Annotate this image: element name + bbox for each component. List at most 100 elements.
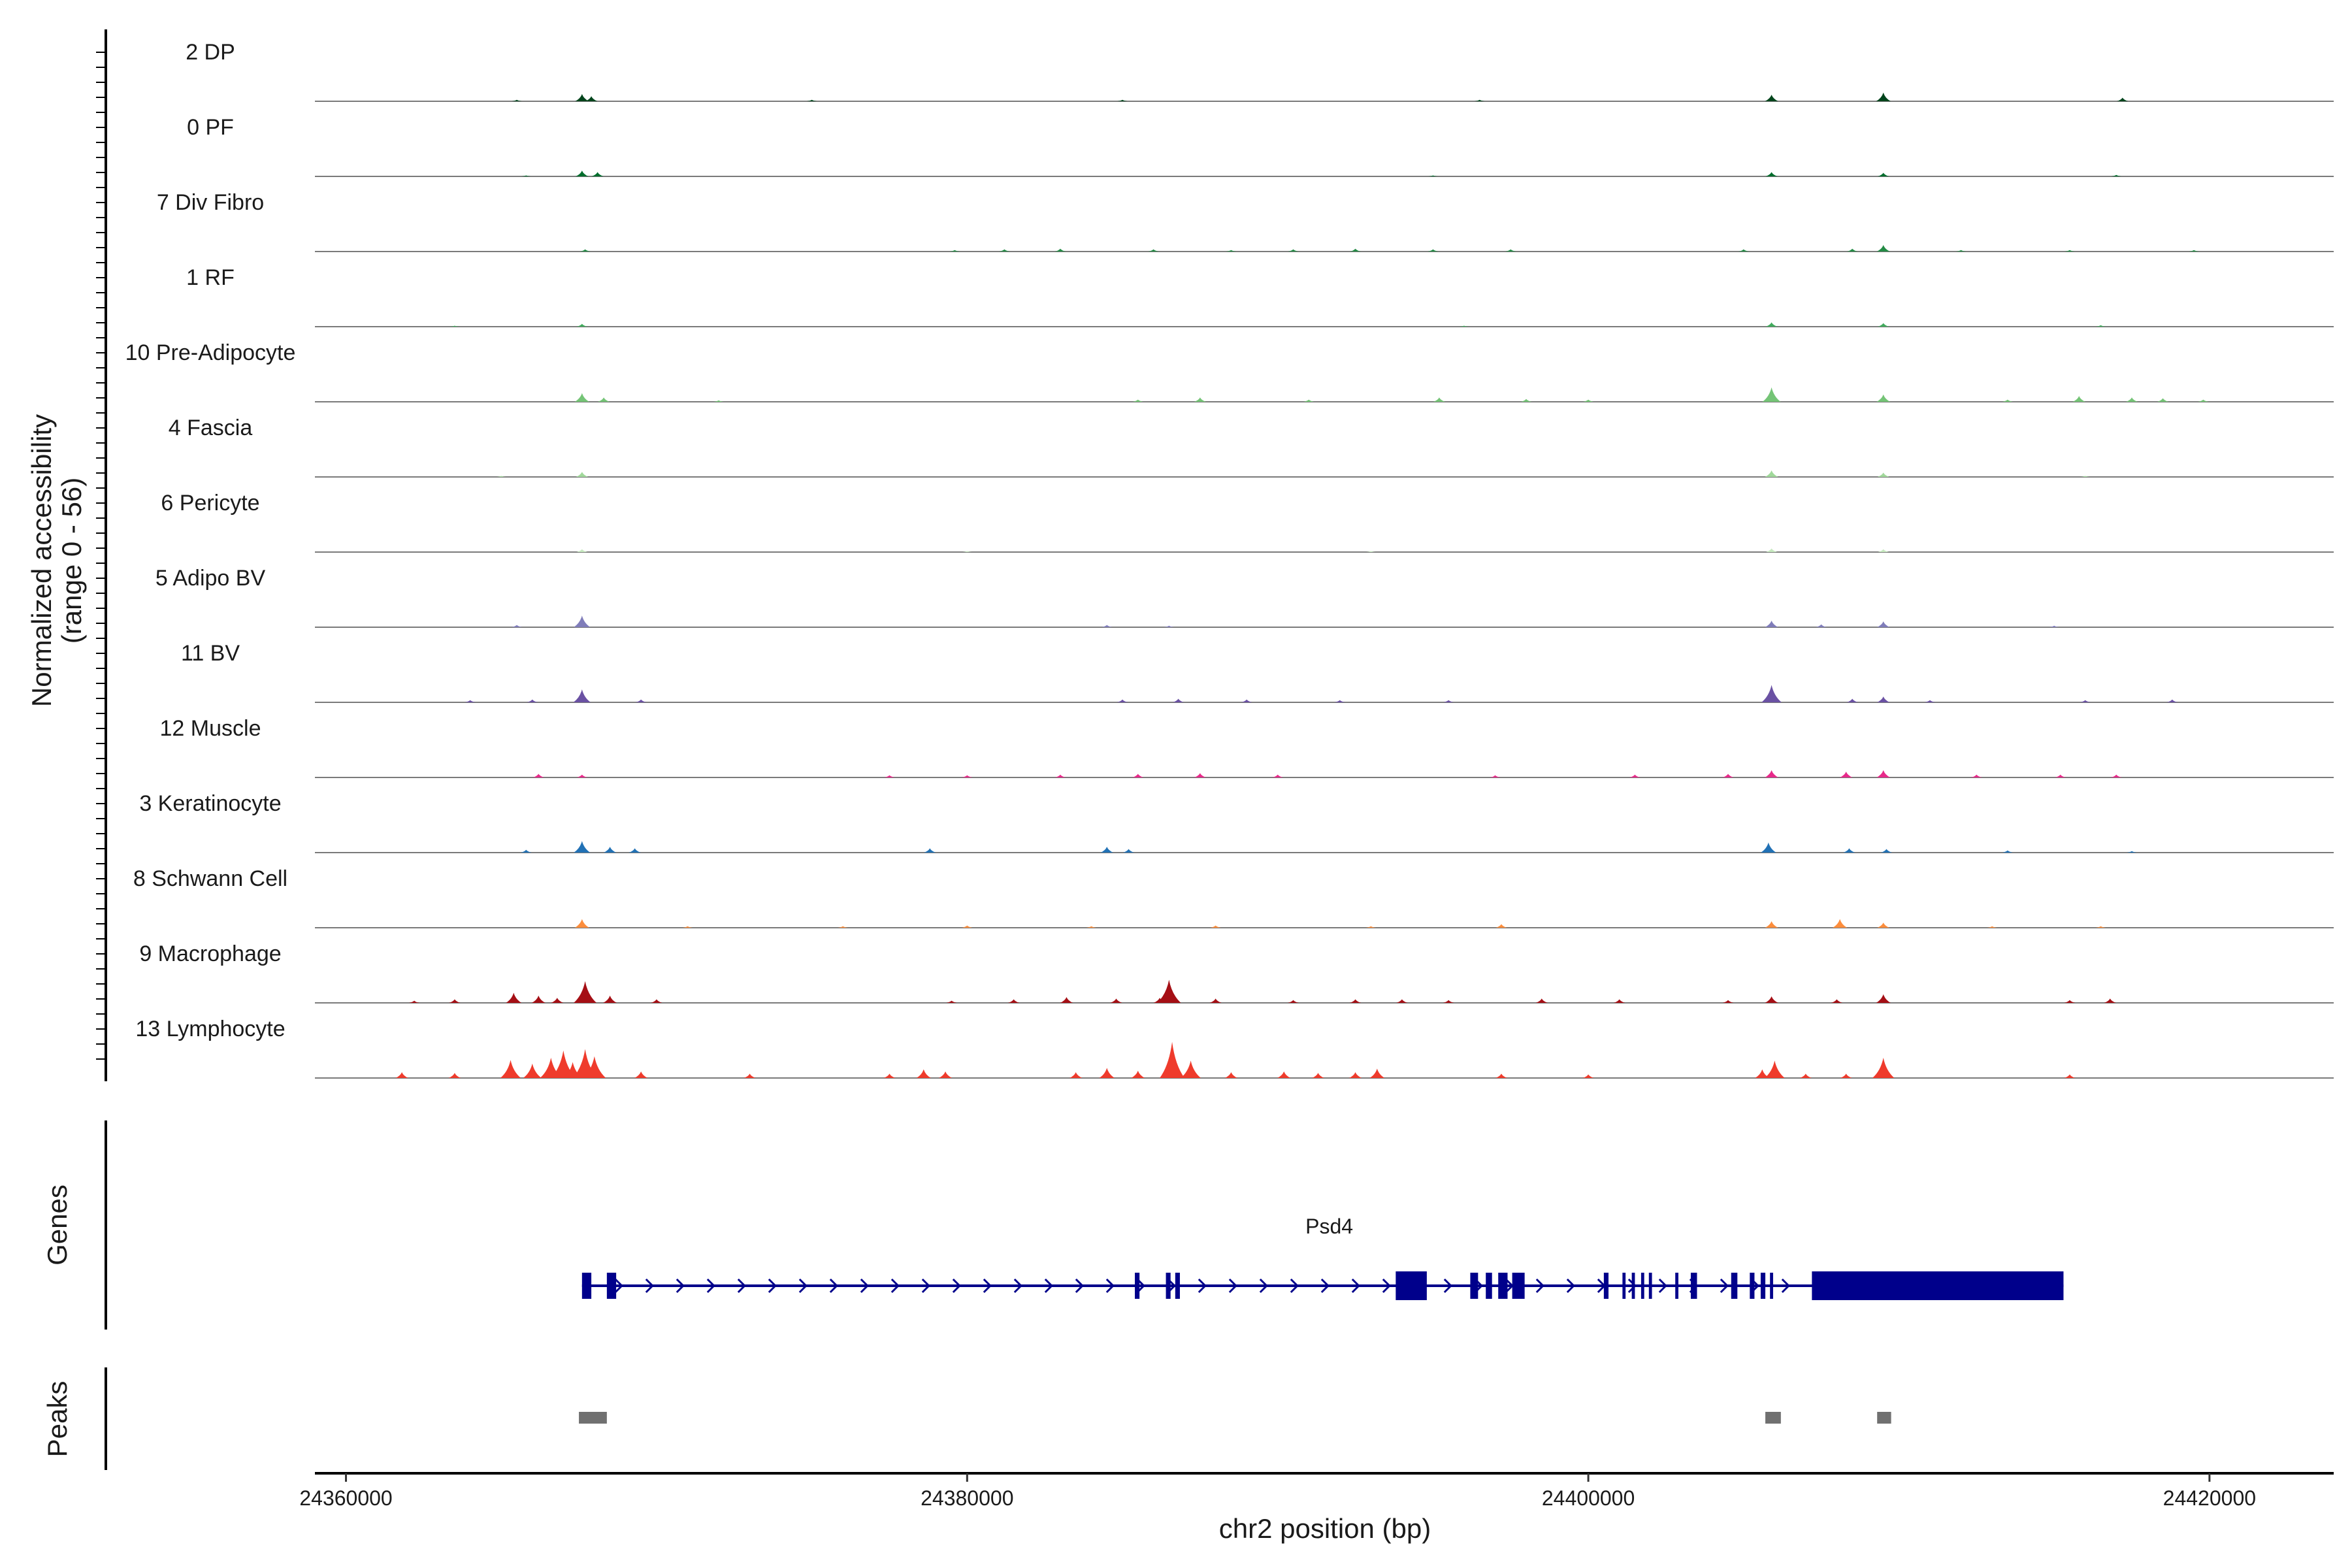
coverage-peak (1738, 249, 1749, 252)
x-axis-title: chr2 position (bp) (1219, 1513, 1431, 1544)
coverage-peak (1924, 700, 1936, 702)
coverage-peak (1209, 998, 1222, 1003)
coverage-peak (1349, 999, 1362, 1003)
coverage-peak (1102, 625, 1113, 627)
coverage-peak (1765, 621, 1778, 627)
x-tick-label: 24380000 (921, 1486, 1013, 1510)
coverage-peak (2080, 700, 2091, 702)
coverage-peak (1764, 1060, 1785, 1078)
strand-arrow (921, 1278, 930, 1294)
gene-exon (606, 1273, 617, 1299)
coverage-peak (2065, 250, 2075, 252)
coverage-peak (1157, 979, 1181, 1003)
coverage-peak (2127, 851, 2137, 853)
coverage-peak (1117, 699, 1128, 702)
track-label: 5 Adipo BV (155, 566, 266, 591)
coverage-peak (1226, 250, 1237, 252)
coverage-peak (1334, 700, 1345, 702)
gene-exon (1470, 1273, 1478, 1299)
strand-arrow (1627, 1278, 1637, 1294)
strand-arrow (1382, 1278, 1391, 1294)
coverage-peak (938, 1071, 953, 1078)
coverage-peak (1765, 172, 1778, 176)
coverage-peak (449, 325, 460, 327)
track-11: 3 Keratinocyte (139, 791, 2334, 853)
coverage-peak (1816, 624, 1827, 627)
gene-track (581, 1271, 2064, 1300)
coverage-peak (1131, 1070, 1145, 1078)
gene-exon (1760, 1273, 1766, 1299)
coverage-peak (1160, 1041, 1185, 1078)
coverage-peak (682, 926, 693, 928)
coverage-peak (949, 250, 960, 252)
coverage-peak (1846, 248, 1858, 252)
strand-arrow (1044, 1278, 1053, 1294)
coverage-peak (1876, 394, 1891, 402)
coverage-peak (1459, 325, 1469, 327)
coverage-peak (1433, 397, 1445, 402)
coverage-peak (576, 323, 588, 327)
coverage-peak (1365, 926, 1377, 928)
coverage-peak (532, 774, 545, 777)
coverage-peak (924, 848, 936, 853)
x-tick-label: 24400000 (1542, 1486, 1635, 1510)
coverage-peak (1060, 997, 1073, 1003)
coverage-peak (1210, 925, 1221, 928)
coverage-peak (1761, 685, 1782, 702)
coverage-peak (916, 1069, 931, 1078)
gene-exon (1641, 1273, 1644, 1299)
track-label: 4 Fascia (169, 416, 253, 440)
gene-exon (1175, 1273, 1180, 1299)
coverage-peak (1765, 322, 1778, 327)
coverage-peak (2002, 850, 2013, 853)
coverage-peak (1428, 175, 1438, 176)
coverage-peak (1132, 774, 1144, 777)
coverage-peak (573, 689, 591, 702)
coverage-peak (1288, 1000, 1299, 1003)
coverage-peak (946, 1000, 957, 1003)
x-tick-label: 24360000 (299, 1486, 392, 1510)
coverage-peak (1760, 842, 1776, 853)
strand-arrow (737, 1278, 746, 1294)
coverage-peak (634, 1071, 648, 1078)
coverage-peak (962, 775, 973, 777)
coverage-peak (574, 393, 590, 402)
gene-exon (1603, 1273, 1609, 1299)
coverage-peak (1876, 245, 1890, 252)
gene-exon (1135, 1273, 1140, 1299)
coverage-peak (1194, 773, 1206, 777)
coverage-peak (2049, 625, 2059, 627)
strand-arrow (890, 1278, 900, 1294)
coverage-peak (1148, 249, 1159, 252)
coverage-peak (1582, 1074, 1594, 1078)
track-label: 2 DP (186, 40, 235, 65)
coverage-peak (576, 472, 589, 477)
coverage-peak (511, 625, 523, 627)
coverage-peak (2125, 397, 2138, 402)
strand-arrow (1535, 1278, 1544, 1294)
strand-arrow (1259, 1278, 1268, 1294)
strand-arrow (645, 1278, 654, 1294)
coverage-peak (2064, 1000, 2076, 1003)
strand-arrow (1105, 1278, 1115, 1294)
coverage-peak (1495, 924, 1507, 928)
coverage-peak (1303, 399, 1315, 402)
gene-exon (1750, 1273, 1755, 1299)
coverage-peak (506, 992, 522, 1003)
gene-exon (1648, 1273, 1652, 1299)
coverage-peak (1312, 1073, 1324, 1078)
coverage-peak (1535, 998, 1548, 1003)
gene-exon (1770, 1273, 1773, 1299)
strand-arrow (1290, 1278, 1299, 1294)
peak-region (1877, 1412, 1891, 1424)
genes-axis-title: Genes (42, 1184, 73, 1266)
track-label: 3 Keratinocyte (139, 791, 281, 816)
strand-arrow (983, 1278, 992, 1294)
coverage-peak (1122, 849, 1135, 853)
strand-arrow (614, 1278, 623, 1294)
track-2: 0 PF (187, 115, 2334, 177)
track-6: 4 Fascia (169, 416, 2334, 478)
coverage-peak (1277, 1071, 1291, 1078)
coverage-peak (743, 1073, 756, 1078)
